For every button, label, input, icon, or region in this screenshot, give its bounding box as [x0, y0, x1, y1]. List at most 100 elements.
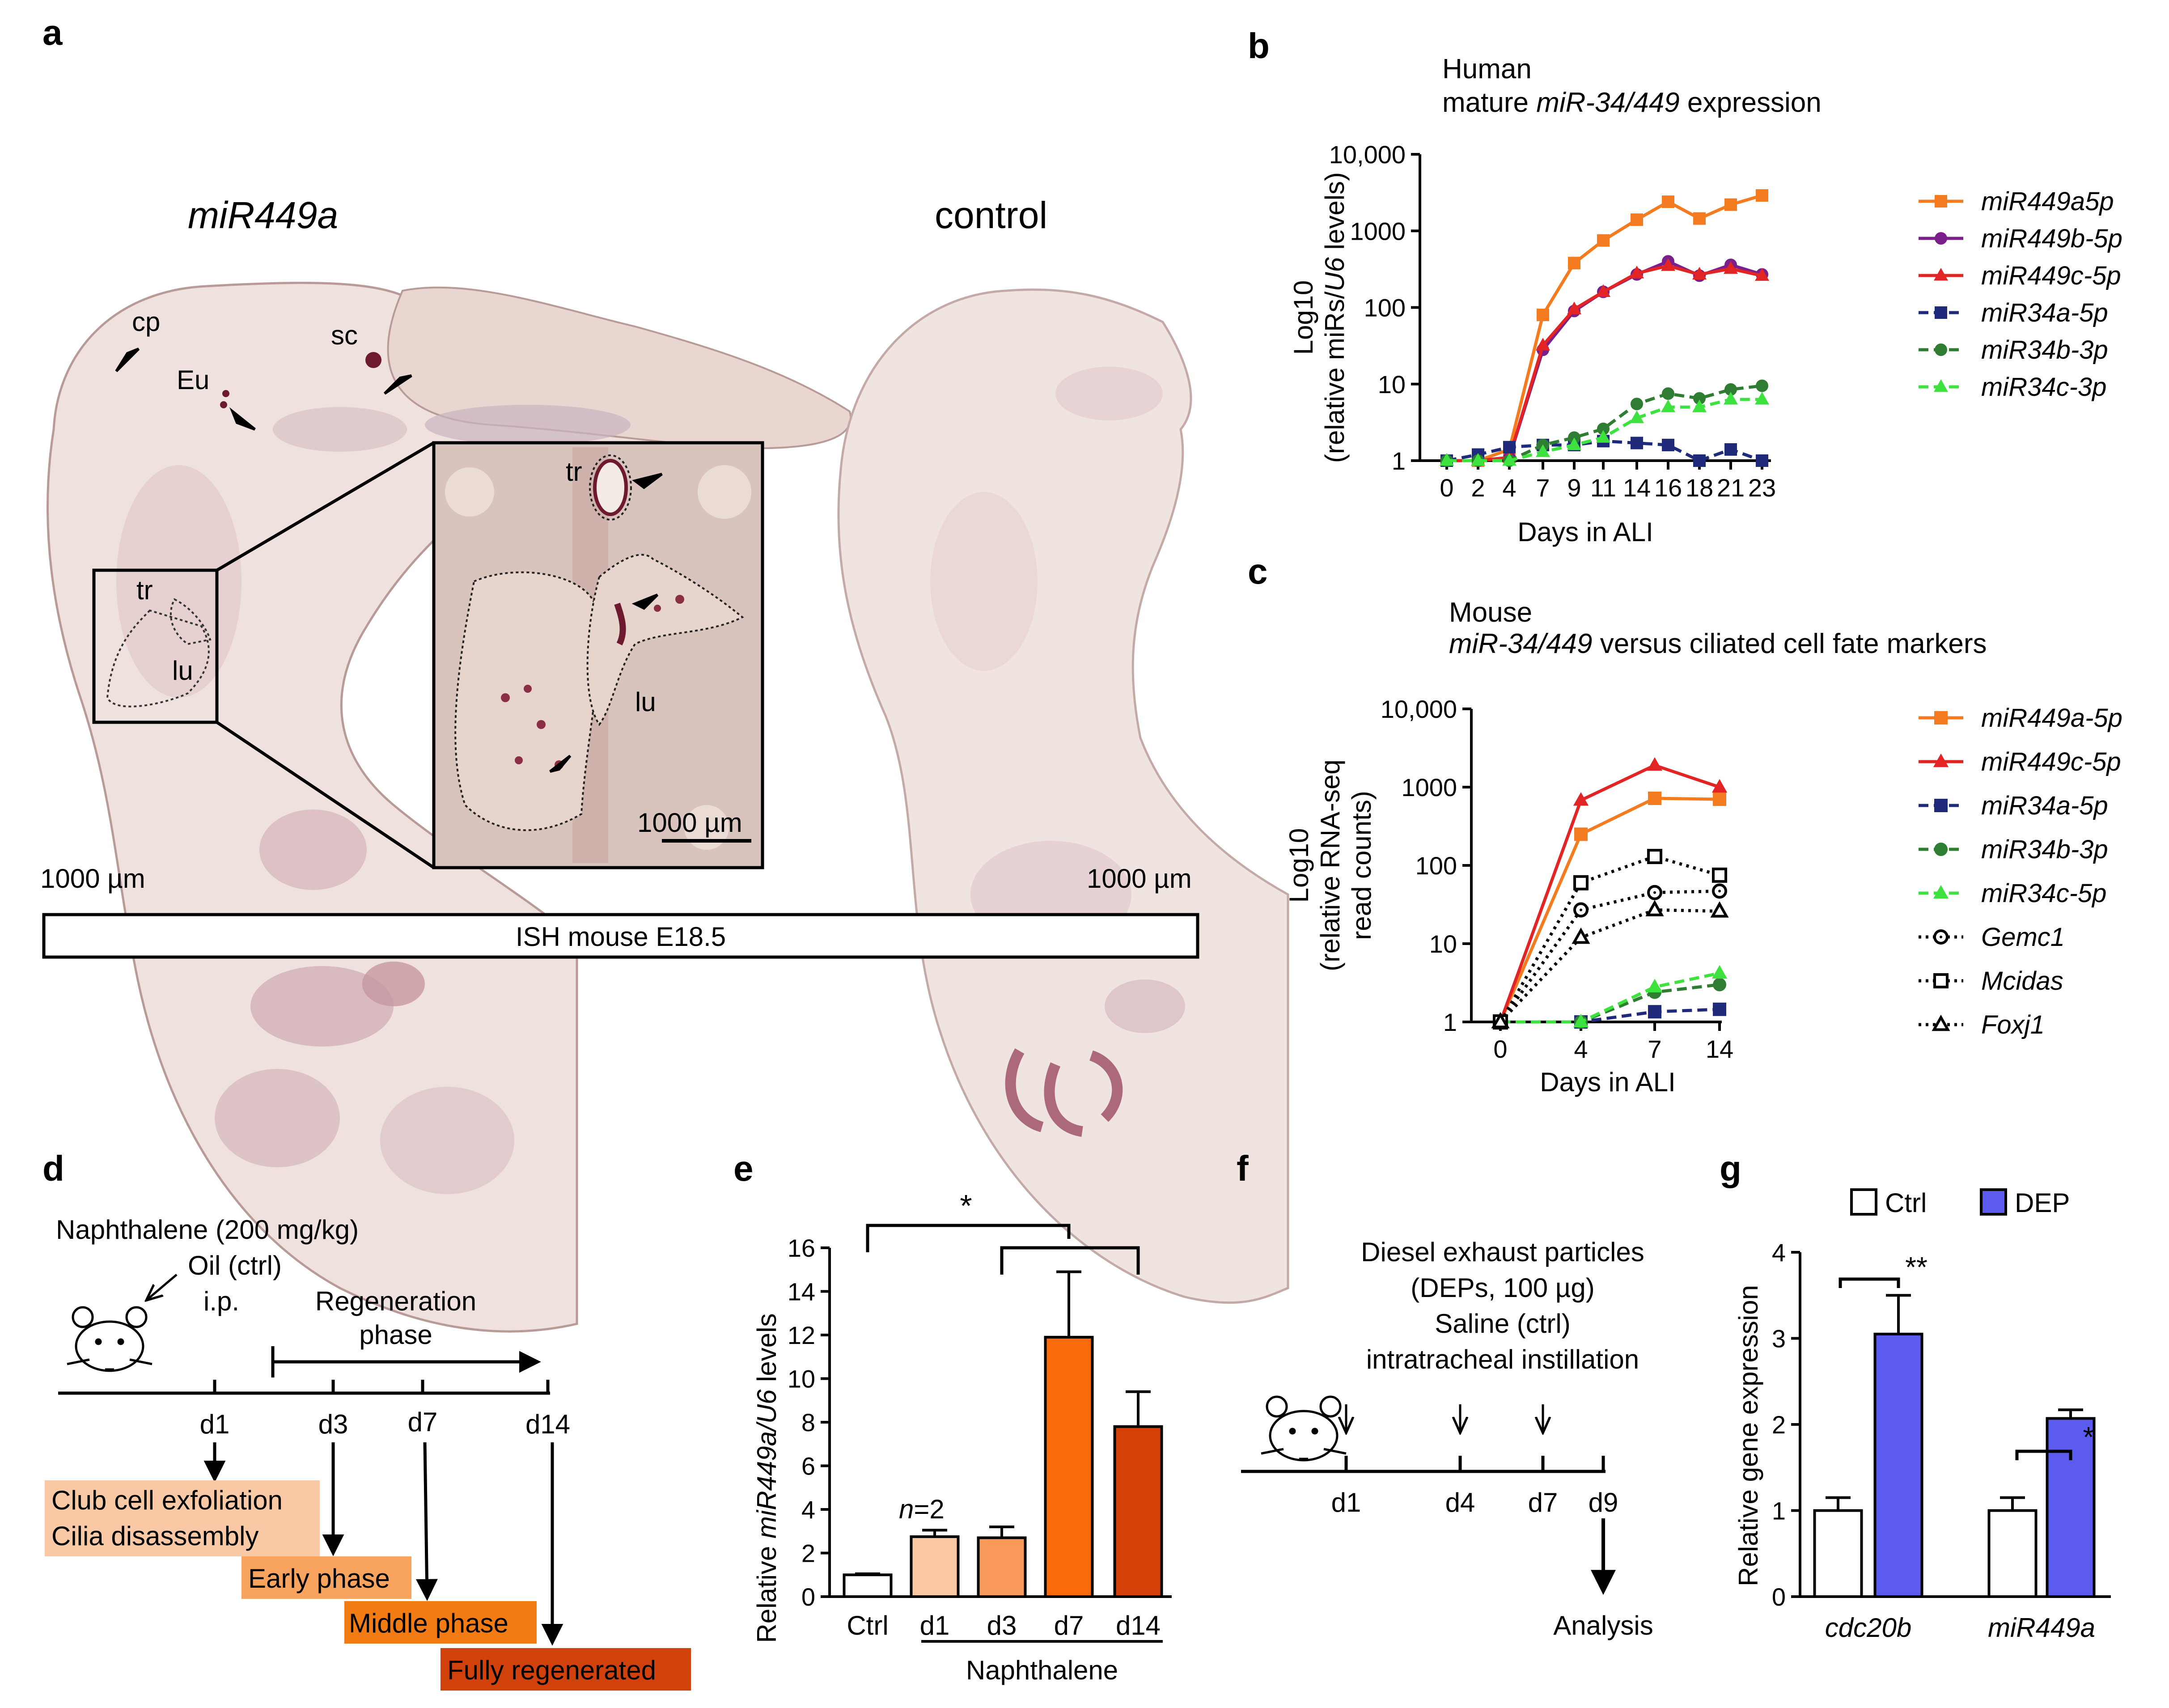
chart-b-point-miR34a-5p [1631, 437, 1643, 449]
legend-c-marker [1932, 1014, 1950, 1031]
panel-a: a miR449a control cp sc Eu t [40, 13, 1289, 1333]
ish-footer-label: ISH mouse E18.5 [516, 922, 726, 952]
chart-c-ytick-label: 1000 [1401, 773, 1457, 801]
chart-e-xtick-label: d7 [1054, 1611, 1084, 1640]
panel-letter-a: a [42, 13, 63, 52]
chart-c-point-Gemc1-dot [1580, 908, 1582, 911]
panel-d-regen1: Regeneration [315, 1286, 476, 1316]
chart-b-xtick-label: 4 [1502, 474, 1516, 502]
chart-b-ytick-label: 10,000 [1329, 140, 1406, 169]
arrowhead-cp [115, 348, 140, 373]
chart-c-point-Gemc1-dot [1653, 891, 1656, 894]
legend-ctrl-label: Ctrl [1885, 1188, 1927, 1218]
chart-b-point-miR449c-5p [1692, 267, 1707, 280]
chart-c-point-miR449c-5p [1573, 792, 1589, 806]
scale-right: 1000 µm [1087, 864, 1192, 894]
panel-c-ylabel-line3: read counts) [1347, 791, 1377, 940]
embryo-control-image [837, 288, 1289, 1304]
panel-a-title-mir449a: miR449a [188, 194, 338, 236]
chart-c-xtick-label: 7 [1648, 1035, 1661, 1063]
chart-g-sig-bracket-cdc20b [1839, 1277, 1900, 1288]
chart-b-xtick-label: 11 [1590, 474, 1616, 502]
legend-c-marker [1933, 885, 1949, 899]
box-fully-regenerated [441, 1648, 691, 1691]
chart-b-point-miR34c-3p [1439, 453, 1454, 466]
chart-b-point-miR34b-3p [1662, 387, 1674, 400]
chart-b-xtick-label: 18 [1686, 474, 1713, 502]
chart-b-point-miR449c-5p [1661, 258, 1676, 271]
chart-b-point-miR34a-5p [1756, 454, 1768, 467]
label-cp: cp [132, 307, 160, 337]
chart-b-xtick-label: 7 [1536, 474, 1550, 502]
chart-b-point-miR34c-3p [1754, 392, 1770, 405]
legend-b-marker [1935, 343, 1947, 356]
chart-b-point-miR34a-5p [1724, 443, 1737, 456]
panel-f-analysis: Analysis [1553, 1611, 1653, 1640]
panel-e-star: * [960, 1188, 972, 1223]
chart-e-ytick-label: 2 [801, 1539, 815, 1568]
chart-b-xtick-label: 9 [1567, 474, 1581, 502]
legend-c-marker [1933, 973, 1949, 988]
chart-e-bar-d1 [910, 1535, 960, 1598]
legend-c-marker [1934, 843, 1948, 856]
legend-dep-label: DEP [2015, 1188, 2070, 1218]
chart-g-xtick-label: cdc20b [1825, 1613, 1911, 1643]
chart-e-ytick-label: 10 [788, 1365, 815, 1393]
chart-c-point-miR34b-3p [1713, 978, 1726, 992]
chart-e-xtick-label: d3 [987, 1611, 1017, 1640]
panel-b-xlabel: Days in ALI [1517, 517, 1653, 547]
chart-b-point-miR449a5p [1756, 189, 1768, 202]
panel-letter-d: d [42, 1149, 64, 1188]
chart-c-line-miR34c-5p [1500, 971, 1720, 1024]
legend-dep-swatch [1980, 1188, 2007, 1216]
panel-letter-g: g [1720, 1149, 1741, 1188]
embryo-miR449a-image [47, 282, 853, 1333]
chart-c-point-miR449c-5p [1711, 779, 1728, 793]
chart-c-point-Foxj1 [1710, 901, 1729, 918]
legend-c-marker [1934, 799, 1948, 812]
chart-c-point-miR449c-5p [1647, 757, 1663, 771]
chart-b-point-miR34b-3p [1756, 379, 1768, 392]
legend-c-label: Mcidas [1981, 966, 2063, 996]
chart-b-point-miR449c-5p [1596, 284, 1611, 297]
chart-c-line-miR449c-5p [1499, 763, 1720, 1023]
panel-g-ylabel: Relative gene expression [1733, 1285, 1763, 1586]
chart-g-plot: 0 1 2 3 4 cdc20b miR449a [1772, 1238, 2111, 1643]
chart-g-bar-cdc20b-Ctrl [1813, 1509, 1863, 1598]
legend-b-marker [1933, 268, 1949, 281]
chart-c-point-Gemc1-dot [1718, 890, 1721, 893]
label-sc: sc [331, 320, 358, 350]
panel-a-title-control: control [935, 194, 1047, 236]
chart-c-xtick-label: 4 [1574, 1035, 1588, 1063]
label-lu-small: lu [172, 656, 193, 686]
panel-e: e Relative miR449a/U6 levels 0 2 4 6 8 10 12 14… [733, 1149, 1172, 1685]
legend-c-label: miR449a-5p [1981, 704, 2122, 733]
chart-e-xtick-label: d14 [1116, 1611, 1161, 1640]
label-eu: Eu [177, 365, 209, 395]
panel-letter-c: c [1248, 551, 1268, 591]
chart-b-plot: 1 10 100 1000 10,000 0 2 4 7 9 11 14 16 18 21 23 [1329, 140, 1776, 502]
arrowhead-eu [229, 407, 256, 431]
legend-c-marker [1934, 711, 1948, 725]
panel-b-ylabel-line2: (relative miRs/U6 levels) [1320, 172, 1350, 463]
legend-b-marker [1935, 232, 1947, 245]
chart-b-point-miR449a5p [1597, 234, 1610, 247]
chart-c-point-Foxj1 [1645, 900, 1664, 916]
chart-g-bar-cdc20b-DEP [1873, 1332, 1923, 1598]
panel-d-box4: Fully regenerated [447, 1655, 656, 1685]
panel-d-box1b: Cilia disassembly [51, 1521, 258, 1551]
panel-f: f Diesel exhaust particles (DEPs, 100 µg… [1237, 1149, 1653, 1640]
chart-c-ytick-label: 1 [1443, 1008, 1457, 1036]
chart-b-point-miR34b-3p [1631, 398, 1643, 411]
chart-b-legend: miR449a5p miR449b-5p miR449c-5p miR34a-5p mi… [1919, 187, 2122, 402]
chart-c-point-miR449a-5p [1648, 791, 1661, 805]
chart-b-point-miR34a-5p [1693, 454, 1706, 467]
chart-b-ytick-label: 100 [1364, 294, 1406, 322]
chart-e-xtick-label: d1 [920, 1611, 950, 1640]
panel-letter-e: e [733, 1149, 754, 1188]
box-early-phase [241, 1556, 411, 1599]
chart-c-ytick-label: 100 [1415, 852, 1457, 880]
panel-c: c Mouse miR-34/449 versus ciliated cell … [1248, 551, 2122, 1097]
panel-d-day-d7: d7 [408, 1407, 438, 1437]
